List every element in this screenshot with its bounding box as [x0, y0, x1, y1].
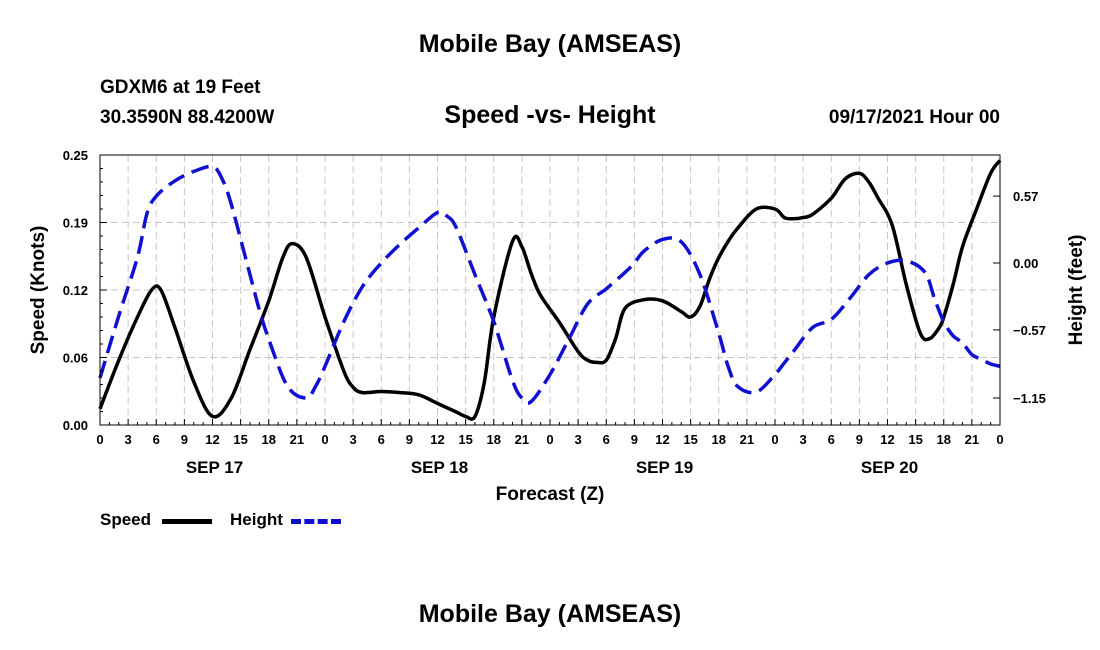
axes: 0 3 6 9 12 15 18 21 0 3 6 9 12 15 18 21 0 3 6 9 12 15 18 21 0 3 6 9… [63, 148, 1046, 477]
x-tick-label: 21 [965, 432, 979, 447]
y-right-tick-label: 0.00 [1013, 256, 1038, 271]
x-tick-label: 9 [856, 432, 863, 447]
x-tick-label: 0 [546, 432, 553, 447]
chart-bottom-title: Mobile Bay (AMSEAS) [418, 600, 682, 628]
x-tick-label: 9 [406, 432, 413, 447]
y-right-tick-label: −1.15 [1013, 391, 1046, 406]
y-right-tick-label: 0.57 [1013, 189, 1038, 204]
height-series-line [98, 164, 1001, 405]
x-tick-label: 6 [153, 432, 160, 447]
chart-top-title: Mobile Bay (AMSEAS) [418, 30, 682, 58]
y-left-tick-label: 0.00 [63, 418, 88, 433]
x-tick-label: 9 [181, 432, 188, 447]
speed-series-line [98, 159, 1002, 421]
x-tick-label: 0 [96, 432, 103, 447]
x-tick-label: 21 [290, 432, 304, 447]
x-tick-label: 18 [487, 432, 501, 447]
x-tick-label: 21 [515, 432, 529, 447]
x-tick-label: 18 [262, 432, 276, 447]
legend-speed-swatch [162, 519, 212, 524]
x-date-label: SEP 19 [636, 458, 693, 477]
x-tick-label: 12 [655, 432, 669, 447]
x-tick-label: 15 [458, 432, 472, 447]
station-label: GDXM6 at 19 Feet [100, 77, 261, 98]
series-lines [98, 159, 1002, 421]
chart-subtitle: Speed -vs- Height [444, 101, 656, 129]
legend-height-label: Height [230, 510, 283, 529]
y-left-tick-label: 0.12 [63, 283, 88, 298]
y-left-tick-label: 0.19 [63, 216, 88, 231]
x-tick-label: 21 [740, 432, 754, 447]
x-tick-label: 3 [350, 432, 357, 447]
x-tick-label: 12 [205, 432, 219, 447]
y-left-tick-label: 0.06 [63, 351, 88, 366]
x-tick-label: 0 [996, 432, 1003, 447]
x-tick-label: 0 [321, 432, 328, 447]
x-tick-label: 15 [908, 432, 922, 447]
legend-speed-label: Speed [100, 510, 152, 529]
x-tick-label: 15 [683, 432, 697, 447]
x-tick-label: 12 [880, 432, 894, 447]
x-tick-label: 3 [575, 432, 582, 447]
x-tick-label: 6 [828, 432, 835, 447]
x-tick-label: 18 [937, 432, 951, 447]
y-left-tick-label: 0.25 [63, 148, 88, 163]
x-axis-label: Forecast (Z) [496, 484, 605, 505]
x-tick-label: 9 [631, 432, 638, 447]
y-right-tick-label: −0.57 [1013, 323, 1046, 338]
grid-lines [100, 155, 1000, 425]
station-coordinates: 30.3590N 88.4200W [100, 107, 275, 128]
x-date-label: SEP 20 [861, 458, 918, 477]
x-tick-label: 0 [771, 432, 778, 447]
y-axis-left-label: Speed (Knots) [28, 226, 49, 355]
x-tick-label: 15 [233, 432, 247, 447]
x-date-label: SEP 17 [186, 458, 243, 477]
x-date-label: SEP 18 [411, 458, 468, 477]
legend-height-swatch [291, 519, 341, 524]
x-tick-label: 18 [712, 432, 726, 447]
x-tick-label: 12 [430, 432, 444, 447]
x-tick-label: 3 [125, 432, 132, 447]
x-tick-label: 3 [800, 432, 807, 447]
x-tick-label: 6 [378, 432, 385, 447]
y-axis-right-label: Height (feet) [1066, 235, 1087, 346]
x-tick-label: 6 [603, 432, 610, 447]
forecast-run-time: 09/17/2021 Hour 00 [828, 107, 1000, 128]
